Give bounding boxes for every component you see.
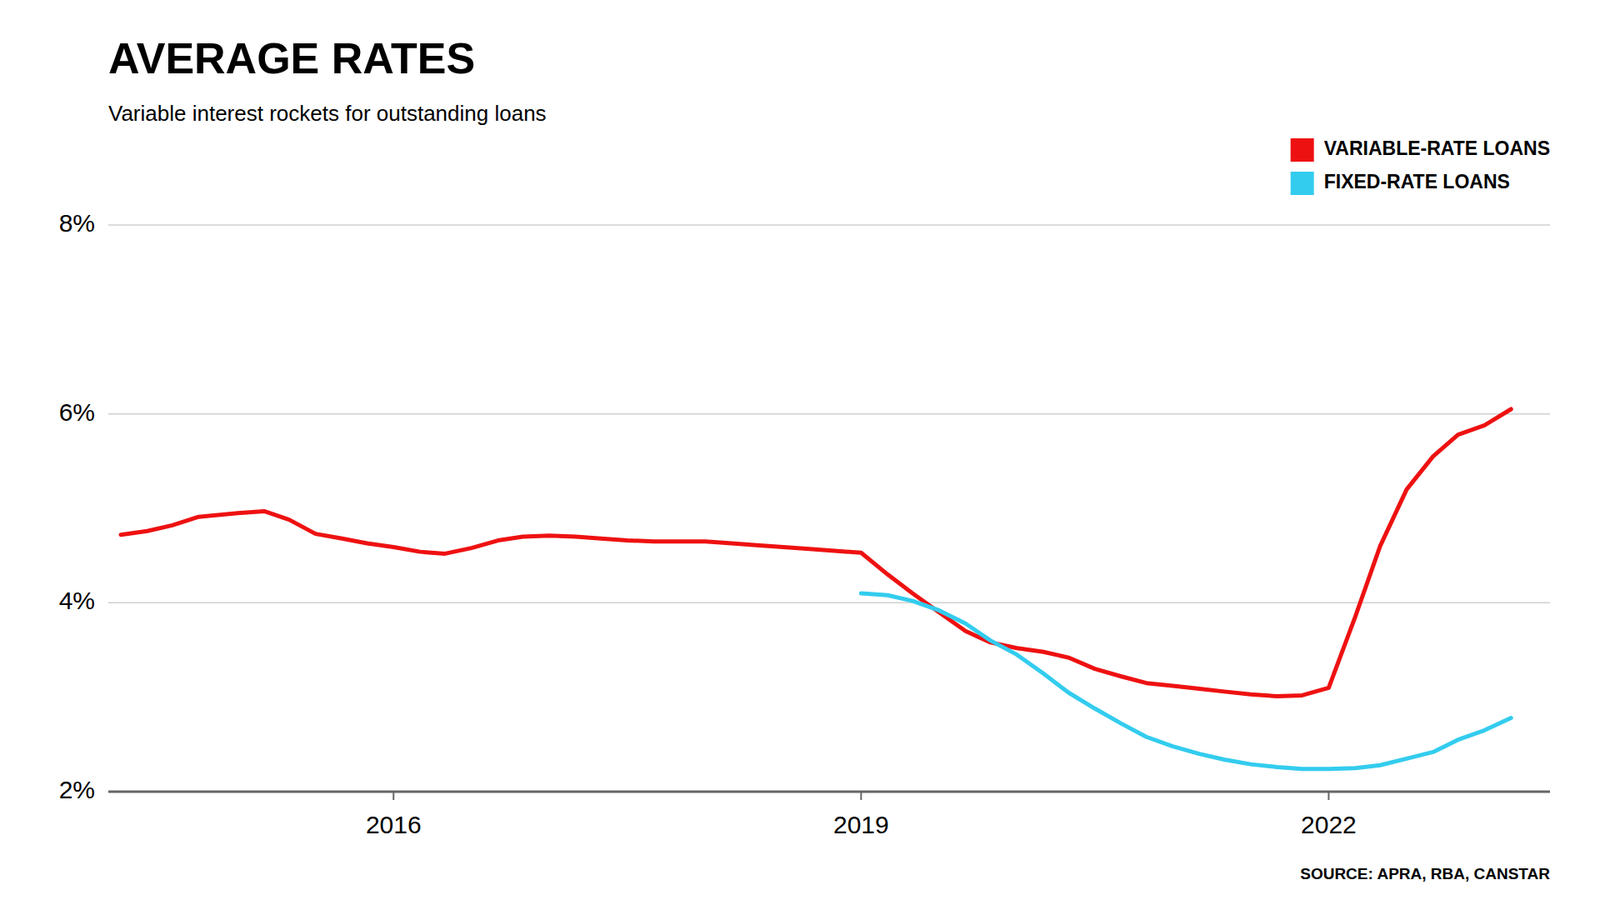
title: AVERAGE RATES (108, 34, 475, 83)
chart: AVERAGE RATES Variable interest rockets f… (0, 0, 1600, 900)
y-tick-label: 4% (59, 586, 95, 615)
x-tick (860, 791, 862, 800)
series-line (120, 409, 1511, 697)
x-tick (1327, 791, 1330, 800)
source: SOURCE: APRA, RBA, CANSTAR (1300, 865, 1550, 883)
legend-label: VARIABLE-RATE LOANS (1324, 137, 1550, 160)
x-tick-label: 2019 (833, 810, 890, 839)
grid-line (108, 602, 1550, 605)
grid-line (108, 224, 1550, 226)
x-tick (392, 791, 395, 800)
y-tick-label: 2% (59, 775, 95, 804)
legend-swatch (1290, 138, 1315, 162)
grid-line (108, 790, 1550, 793)
y-tick-label: 8% (59, 209, 95, 237)
x-tick-label: 2016 (365, 810, 422, 839)
subtitle: Variable interest rockets for outstandin… (108, 100, 547, 126)
y-grid (108, 225, 1550, 792)
legend-label: FIXED-RATE LOANS (1324, 170, 1510, 193)
y-tick-label: 6% (59, 398, 95, 426)
plot-area (120, 409, 1511, 770)
legend: VARIABLE-RATE LOANS FIXED-RATE LOANS (1290, 137, 1550, 195)
legend-swatch (1290, 171, 1315, 195)
x-tick-label: 2022 (1300, 810, 1357, 839)
grid-line (108, 413, 1550, 415)
series-line (860, 593, 1511, 770)
x-axis-line (108, 790, 1550, 794)
